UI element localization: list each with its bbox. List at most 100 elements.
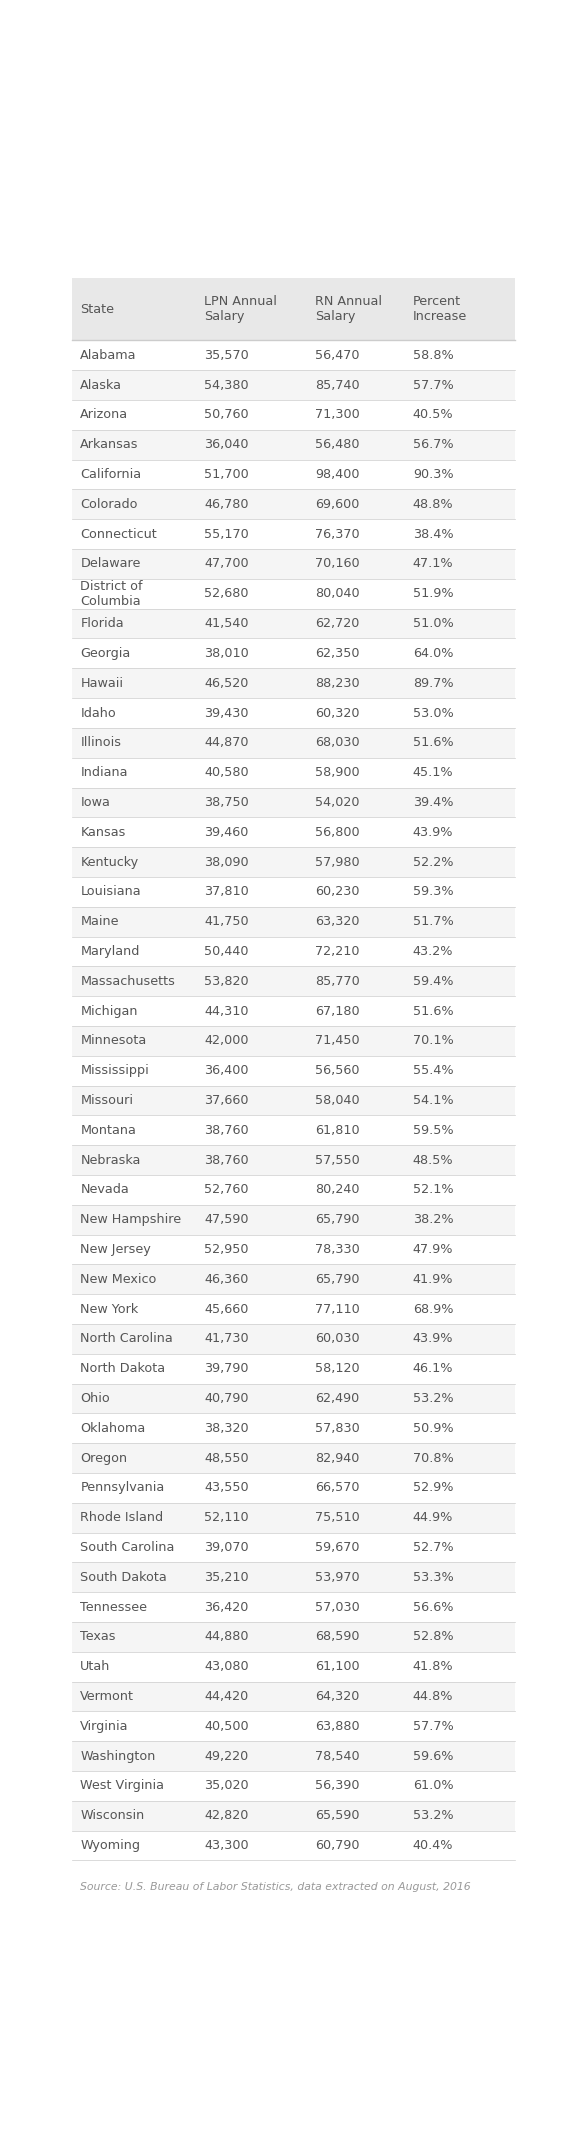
Bar bbox=[72, 967, 515, 997]
Text: 52,950: 52,950 bbox=[205, 1244, 249, 1257]
Bar bbox=[72, 1712, 515, 1742]
Text: 65,790: 65,790 bbox=[315, 1214, 360, 1227]
Text: 67,180: 67,180 bbox=[315, 1005, 360, 1018]
Bar bbox=[72, 369, 515, 400]
Text: 78,330: 78,330 bbox=[315, 1244, 360, 1257]
Bar bbox=[72, 1562, 515, 1592]
Text: 39.4%: 39.4% bbox=[413, 797, 454, 810]
Text: 50,760: 50,760 bbox=[205, 408, 249, 421]
Bar bbox=[72, 1772, 515, 1800]
Bar bbox=[72, 580, 515, 608]
Bar bbox=[72, 1504, 515, 1534]
Bar bbox=[72, 1353, 515, 1383]
Text: Ohio: Ohio bbox=[80, 1392, 110, 1405]
Text: 56,480: 56,480 bbox=[315, 438, 360, 451]
Text: 46,780: 46,780 bbox=[205, 498, 249, 511]
Text: 52,760: 52,760 bbox=[205, 1184, 249, 1196]
Text: 41.9%: 41.9% bbox=[413, 1274, 454, 1287]
Text: 65,790: 65,790 bbox=[315, 1274, 360, 1287]
Text: New Jersey: New Jersey bbox=[80, 1244, 151, 1257]
Text: 39,790: 39,790 bbox=[205, 1362, 249, 1375]
Text: 76,370: 76,370 bbox=[315, 528, 360, 541]
Text: 53.3%: 53.3% bbox=[413, 1570, 454, 1583]
Text: 55,170: 55,170 bbox=[205, 528, 249, 541]
Bar bbox=[72, 1085, 515, 1115]
Text: 59.3%: 59.3% bbox=[413, 885, 454, 898]
Text: State: State bbox=[80, 303, 114, 316]
Text: 54.1%: 54.1% bbox=[413, 1093, 454, 1106]
Text: 49,220: 49,220 bbox=[205, 1751, 249, 1764]
Text: 89.7%: 89.7% bbox=[413, 677, 454, 690]
Bar bbox=[72, 1534, 515, 1562]
Text: 62,490: 62,490 bbox=[315, 1392, 360, 1405]
Text: 56.7%: 56.7% bbox=[413, 438, 454, 451]
Text: Iowa: Iowa bbox=[80, 797, 110, 810]
Text: 46,520: 46,520 bbox=[205, 677, 249, 690]
Bar bbox=[72, 1295, 515, 1323]
Text: 53,820: 53,820 bbox=[205, 975, 249, 988]
Text: 51.6%: 51.6% bbox=[413, 737, 454, 750]
Text: 85,770: 85,770 bbox=[315, 975, 360, 988]
Bar bbox=[72, 1443, 515, 1474]
Text: 51.9%: 51.9% bbox=[413, 586, 454, 599]
Text: 60,030: 60,030 bbox=[315, 1332, 360, 1345]
Text: 43,080: 43,080 bbox=[205, 1660, 249, 1673]
Text: 61,810: 61,810 bbox=[315, 1123, 360, 1136]
Text: Oregon: Oregon bbox=[80, 1452, 128, 1465]
Text: Rhode Island: Rhode Island bbox=[80, 1512, 164, 1525]
Text: New Hampshire: New Hampshire bbox=[80, 1214, 181, 1227]
Text: Alaska: Alaska bbox=[80, 378, 122, 391]
Text: 68,030: 68,030 bbox=[315, 737, 360, 750]
Text: 41,750: 41,750 bbox=[205, 915, 249, 928]
Text: 44.8%: 44.8% bbox=[413, 1690, 454, 1703]
Text: 43,550: 43,550 bbox=[205, 1482, 249, 1495]
Text: Maine: Maine bbox=[80, 915, 119, 928]
Text: 57,980: 57,980 bbox=[315, 855, 360, 868]
Text: 39,460: 39,460 bbox=[205, 825, 249, 838]
Text: 61.0%: 61.0% bbox=[413, 1779, 454, 1791]
Text: 47.9%: 47.9% bbox=[413, 1244, 454, 1257]
Text: Maryland: Maryland bbox=[80, 945, 140, 958]
Text: 57.7%: 57.7% bbox=[413, 1721, 454, 1733]
Bar bbox=[72, 728, 515, 758]
Text: Colorado: Colorado bbox=[80, 498, 138, 511]
Text: Source: U.S. Bureau of Labor Statistics, data extracted on August, 2016: Source: U.S. Bureau of Labor Statistics,… bbox=[80, 1882, 471, 1892]
Text: 38,760: 38,760 bbox=[205, 1153, 249, 1166]
Text: 56,390: 56,390 bbox=[315, 1779, 360, 1791]
Text: 69,600: 69,600 bbox=[315, 498, 360, 511]
Text: Hawaii: Hawaii bbox=[80, 677, 124, 690]
Text: 36,420: 36,420 bbox=[205, 1600, 249, 1613]
Text: 53.0%: 53.0% bbox=[413, 707, 454, 720]
Bar bbox=[72, 1057, 515, 1085]
Text: 53.2%: 53.2% bbox=[413, 1392, 454, 1405]
Text: 47.1%: 47.1% bbox=[413, 558, 454, 571]
Text: Vermont: Vermont bbox=[80, 1690, 134, 1703]
Text: North Carolina: North Carolina bbox=[80, 1332, 173, 1345]
Text: LPN Annual
Salary: LPN Annual Salary bbox=[205, 294, 277, 322]
Text: Montana: Montana bbox=[80, 1123, 136, 1136]
Bar bbox=[72, 937, 515, 967]
Text: 44.9%: 44.9% bbox=[413, 1512, 453, 1525]
Text: New York: New York bbox=[80, 1302, 138, 1315]
Bar bbox=[72, 1383, 515, 1413]
Text: New Mexico: New Mexico bbox=[80, 1274, 157, 1287]
Bar bbox=[72, 550, 515, 580]
Text: Nebraska: Nebraska bbox=[80, 1153, 141, 1166]
Text: 88,230: 88,230 bbox=[315, 677, 360, 690]
Text: 82,940: 82,940 bbox=[315, 1452, 360, 1465]
Text: 44,870: 44,870 bbox=[205, 737, 249, 750]
Text: 51.7%: 51.7% bbox=[413, 915, 454, 928]
Text: 38,320: 38,320 bbox=[205, 1422, 249, 1435]
Text: North Dakota: North Dakota bbox=[80, 1362, 165, 1375]
Bar bbox=[72, 846, 515, 876]
Text: 90.3%: 90.3% bbox=[413, 468, 454, 481]
Text: 63,880: 63,880 bbox=[315, 1721, 360, 1733]
Bar bbox=[72, 1830, 515, 1860]
Text: 41,540: 41,540 bbox=[205, 616, 249, 629]
Text: 55.4%: 55.4% bbox=[413, 1063, 454, 1076]
Bar bbox=[72, 1323, 515, 1353]
Text: 47,590: 47,590 bbox=[205, 1214, 249, 1227]
Text: 52.9%: 52.9% bbox=[413, 1482, 454, 1495]
Text: 44,420: 44,420 bbox=[205, 1690, 249, 1703]
Text: 64,320: 64,320 bbox=[315, 1690, 360, 1703]
